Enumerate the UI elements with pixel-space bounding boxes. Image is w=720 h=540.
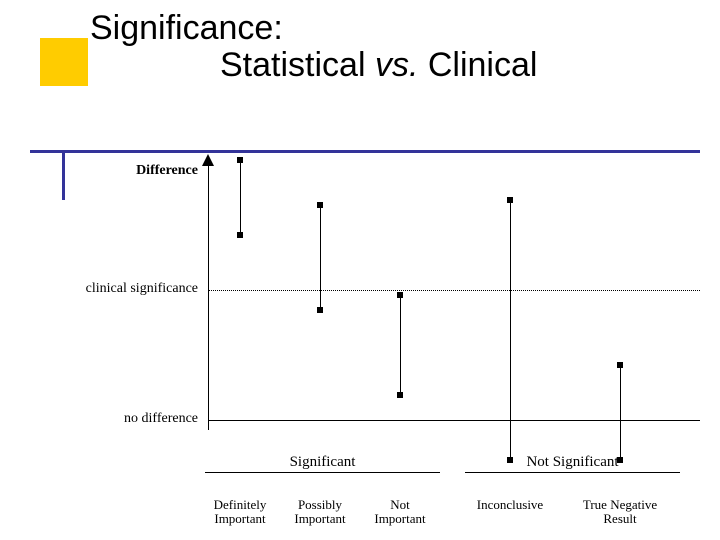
ref-line-clinical bbox=[208, 290, 700, 291]
title-line-2: Statistical vs. Clinical bbox=[90, 47, 710, 84]
group-header-significant: Significant bbox=[233, 454, 413, 471]
title-word-vs: vs. bbox=[375, 46, 418, 84]
column-label-trueneg: True NegativeResult bbox=[565, 498, 675, 527]
title-word-clinical: Clinical bbox=[418, 46, 537, 84]
title-word-statistical: Statistical bbox=[220, 46, 375, 84]
ci-bar-trueneg bbox=[620, 365, 621, 460]
axis-label-clinical-significance: clinical significance bbox=[28, 281, 198, 297]
ci-cap-definitely-top bbox=[237, 157, 243, 163]
ci-cap-inconcl-bot bbox=[507, 457, 513, 463]
ci-cap-trueneg-bot bbox=[617, 457, 623, 463]
ci-cap-notimp-bot bbox=[397, 392, 403, 398]
group-underline-significant bbox=[205, 472, 440, 473]
ci-bar-notimp bbox=[400, 295, 401, 395]
ci-cap-inconcl-top bbox=[507, 197, 513, 203]
ci-bar-definitely bbox=[240, 160, 241, 235]
decor-rule-horizontal bbox=[30, 150, 700, 153]
decor-square bbox=[40, 38, 88, 86]
ci-bar-inconcl bbox=[510, 200, 511, 460]
axis-label-difference: Difference bbox=[28, 163, 198, 179]
ci-cap-possibly-top bbox=[317, 202, 323, 208]
axis-label-no-difference: no difference bbox=[28, 411, 198, 427]
ci-cap-notimp-top bbox=[397, 292, 403, 298]
slide: Significance: Statistical vs. Clinical D… bbox=[0, 0, 720, 540]
ci-cap-trueneg-top bbox=[617, 362, 623, 368]
group-underline-not-significant bbox=[465, 472, 680, 473]
column-label-inconcl: Inconclusive bbox=[455, 498, 565, 512]
y-axis-arrow-icon bbox=[202, 154, 214, 166]
ci-bar-possibly bbox=[320, 205, 321, 310]
ref-line-zero bbox=[208, 420, 700, 421]
significance-chart: Difference clinical significance no diff… bbox=[0, 160, 720, 540]
slide-title: Significance: Statistical vs. Clinical bbox=[90, 10, 710, 85]
title-line-1: Significance: bbox=[90, 10, 710, 47]
y-axis bbox=[208, 160, 209, 430]
ci-cap-definitely-bot bbox=[237, 232, 243, 238]
column-label-notimp: NotImportant bbox=[345, 498, 455, 527]
ci-cap-possibly-bot bbox=[317, 307, 323, 313]
